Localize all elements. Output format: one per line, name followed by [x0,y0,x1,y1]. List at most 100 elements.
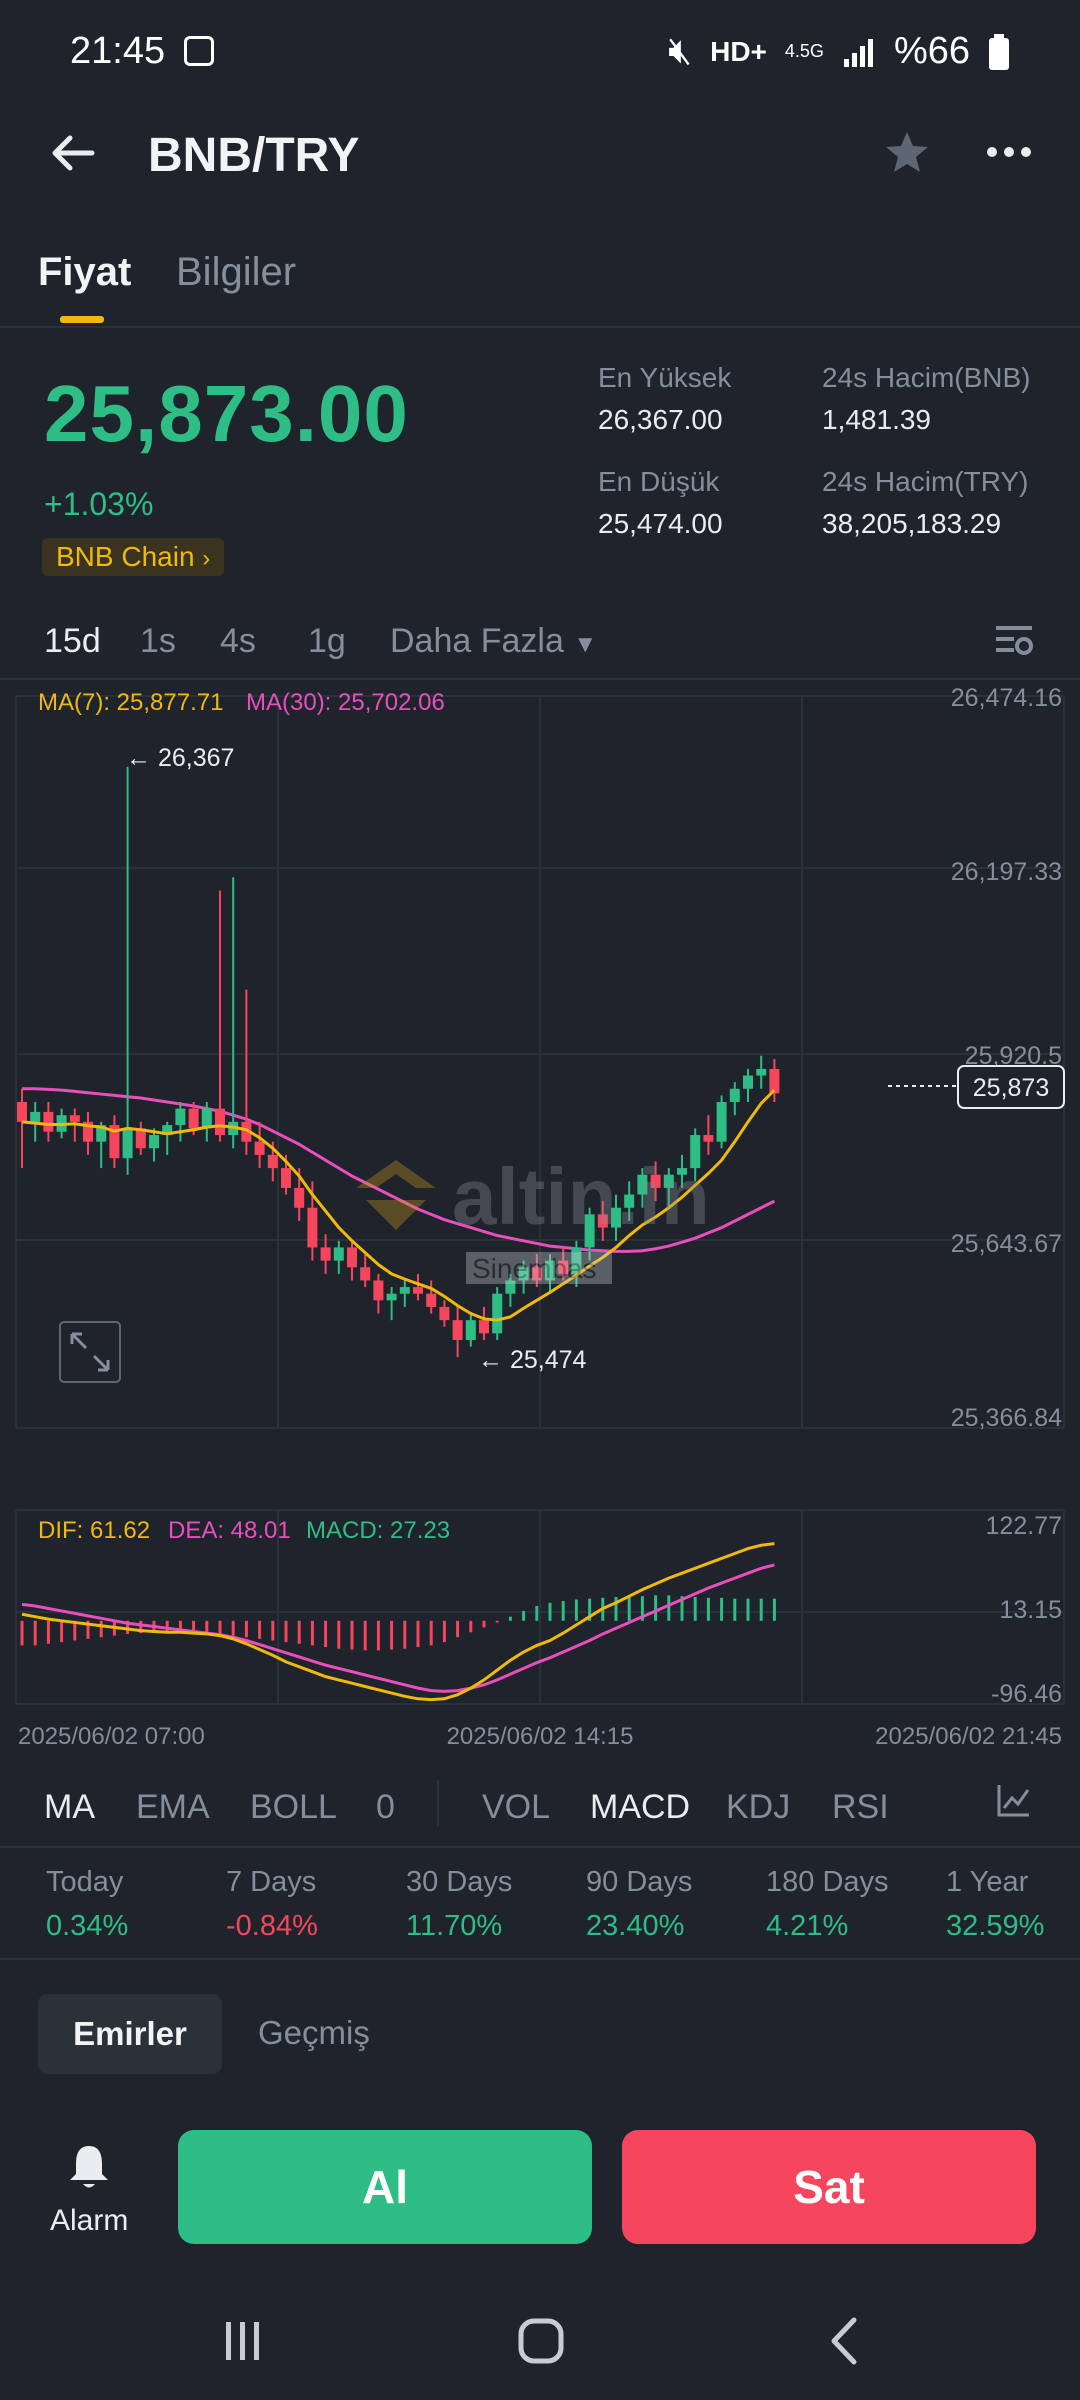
candle-body [241,1121,252,1142]
candle-body [439,1306,450,1321]
chain-badge[interactable]: BNB Chain › [42,538,225,576]
candle-body [307,1207,318,1248]
alarm-label[interactable]: Alarm [50,2204,129,2237]
indicator-settings-icon[interactable] [996,1782,1032,1818]
candle-body [281,1168,291,1188]
candle-body [83,1121,93,1142]
candle-body [769,1068,780,1094]
interval-15m[interactable]: 15d [44,622,101,660]
chart-settings-icon[interactable] [994,620,1034,660]
tab-history[interactable]: Geçmiş [258,2014,370,2051]
perf-label-1y: 1 Year [946,1866,1029,1898]
indicator-macd[interactable]: MACD [590,1788,691,1826]
fullscreen-arrows [70,1332,110,1372]
candle-body [611,1207,621,1228]
candle-body [690,1135,701,1169]
macd-tick-label: 13.15 [999,1596,1062,1624]
interval-1h[interactable]: 1s [140,622,176,660]
interval-4h[interactable]: 4s [220,622,256,660]
candle-body [703,1135,714,1142]
macd-tick-label: 122.77 [986,1512,1062,1540]
buy-button[interactable]: Al [178,2130,592,2244]
indicator-rsi[interactable]: RSI [832,1788,889,1826]
system-nav-bar [0,2274,1080,2400]
recent-apps-icon[interactable] [218,2316,268,2366]
favorite-star-icon[interactable] [882,128,932,178]
watermark-sub-text: Sinembas [472,1253,597,1284]
chain-badge-label: BNB Chain [56,541,195,572]
row-divider [0,1846,1080,1848]
candle-body [135,1128,146,1149]
indicator-ma[interactable]: MA [44,1788,95,1826]
indicator-zero[interactable]: 0 [376,1788,395,1826]
tab-price[interactable]: Fiyat [38,250,132,294]
candle-body [452,1320,463,1340]
perf-value-7d: -0.84% [226,1910,318,1942]
volume-try-label: 24s Hacim(TRY) [822,466,1029,497]
candlestick-chart[interactable]: altin.in Sinembas MA(7): 25,877.71 MA(30… [0,676,1080,1756]
candles [17,766,780,1358]
candle-body [571,1247,582,1274]
watermark-logo: altin.in Sinembas [356,1152,710,1284]
tab-info[interactable]: Bilgiler [176,250,297,294]
candle-body [479,1320,489,1334]
chart-grid [15,695,1065,1705]
interval-more[interactable]: Daha Fazla ▼ [390,622,597,661]
candle-body [347,1247,357,1268]
back-nav-icon[interactable] [820,2316,870,2366]
ma30-label: MA(30): 25,702.06 [246,689,445,716]
current-price-tag-box [957,1065,1065,1109]
macd-dif-label: DIF: 61.62 [38,1517,150,1544]
candle-body [122,1128,133,1159]
indicator-kdj[interactable]: KDJ [726,1788,791,1826]
candle-body [201,1108,212,1129]
indicator-ema[interactable]: EMA [136,1788,210,1826]
status-bar: 21:45 🔇︎ HD+ 4.5G %66 [0,0,1080,100]
candle-body [413,1287,423,1294]
macd-panel [20,1542,776,1702]
battery-icon [989,33,1009,70]
bell-icon[interactable] [64,2142,114,2192]
ma7-polyline [21,1089,776,1322]
row-divider [0,1958,1080,1960]
indicator-vol[interactable]: VOL [482,1788,551,1826]
y-tick-label: 26,197.33 [951,858,1062,886]
candle-body [30,1111,41,1122]
mute-icon: 🔇︎ [668,30,693,72]
home-icon[interactable] [516,2316,566,2366]
back-arrow-icon[interactable] [48,128,98,178]
status-time: 21:45 [70,30,166,72]
candle-body [386,1293,397,1301]
candle-body [716,1101,727,1142]
indicator-boll[interactable]: BOLL [250,1788,337,1826]
last-price: 25,873.00 [44,369,409,458]
high-label: En Yüksek [598,362,732,393]
interval-1d[interactable]: 1g [308,622,346,660]
candle-body [584,1214,595,1248]
volume-try-value: 38,205,183.29 [822,508,1002,539]
perf-label-30d: 30 Days [406,1866,513,1898]
candle-body [373,1280,384,1301]
macd-dif-line [21,1542,775,1702]
chevron-right-icon: › [202,545,211,572]
candle-body [729,1088,740,1102]
perf-value-30d: 11.70% [406,1910,503,1942]
candle-body [399,1287,410,1294]
perf-label-today: Today [46,1866,124,1898]
candle-body [743,1075,753,1089]
interval-more-label: Daha Fazla [390,622,564,660]
candle-body [677,1168,687,1175]
perf-label-90d: 90 Days [586,1866,693,1898]
more-options-icon[interactable] [986,140,1032,164]
low-label: En Düşük [598,466,720,497]
macd-dea-label: DEA: 48.01 [168,1517,291,1544]
sell-button[interactable]: Sat [622,2130,1036,2244]
candle-body [545,1260,555,1281]
volume-bnb-label: 24s Hacim(BNB) [822,362,1031,393]
candle-body [254,1141,265,1155]
candle-body [96,1125,107,1142]
fullscreen-icon[interactable] [59,1321,121,1383]
tab-orders[interactable]: Emirler [38,1994,222,2074]
ma30-polyline [22,1087,776,1253]
status-icons: 🔇︎ HD+ 4.5G %66 [668,30,1010,73]
